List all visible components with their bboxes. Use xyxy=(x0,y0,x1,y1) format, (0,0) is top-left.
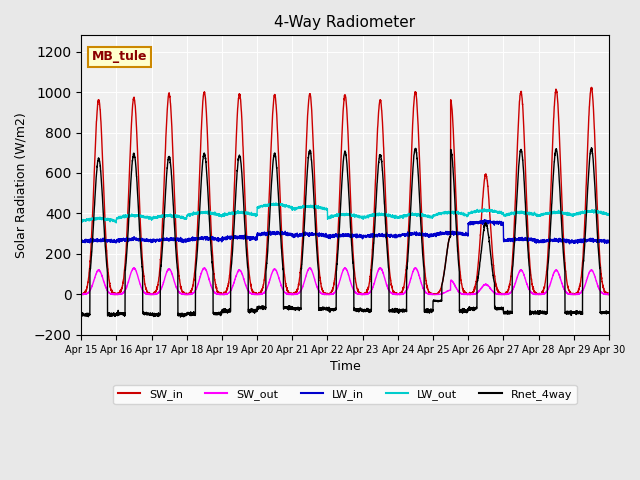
SW_out xyxy=(463,291,471,297)
SW_in xyxy=(493,286,501,292)
SW_out xyxy=(325,291,333,297)
Text: MB_tule: MB_tule xyxy=(92,50,147,63)
LW_in xyxy=(77,239,85,244)
SW_in xyxy=(78,291,86,297)
SW_in xyxy=(434,290,442,296)
SW_in xyxy=(605,291,612,297)
Line: LW_out: LW_out xyxy=(81,203,609,223)
LW_in xyxy=(605,240,612,245)
Line: LW_in: LW_in xyxy=(81,220,609,244)
Rnet_4way xyxy=(77,312,85,317)
LW_out xyxy=(434,211,442,217)
LW_out xyxy=(172,213,180,219)
LW_in xyxy=(481,217,488,223)
LW_out xyxy=(605,211,612,216)
SW_in xyxy=(325,291,333,297)
Line: Rnet_4way: Rnet_4way xyxy=(81,148,609,317)
LW_in xyxy=(493,221,501,227)
Rnet_4way xyxy=(605,309,612,315)
LW_out xyxy=(463,213,471,219)
Rnet_4way xyxy=(325,309,333,314)
SW_out xyxy=(434,291,442,297)
LW_in xyxy=(463,231,471,237)
LW_out xyxy=(605,213,612,218)
SW_in xyxy=(605,291,612,297)
SW_out xyxy=(493,291,501,297)
Y-axis label: Solar Radiation (W/m2): Solar Radiation (W/m2) xyxy=(15,112,28,258)
SW_out xyxy=(172,284,180,290)
LW_in xyxy=(434,231,442,237)
SW_in xyxy=(77,291,85,297)
LW_out xyxy=(272,200,280,206)
Rnet_4way xyxy=(177,314,184,320)
X-axis label: Time: Time xyxy=(330,360,360,373)
Rnet_4way xyxy=(463,308,471,314)
Rnet_4way xyxy=(434,298,442,304)
LW_in xyxy=(605,238,612,243)
SW_out xyxy=(605,291,612,297)
LW_out xyxy=(493,210,501,216)
Rnet_4way xyxy=(493,305,501,311)
Rnet_4way xyxy=(588,145,595,151)
SW_out xyxy=(341,265,349,271)
Line: SW_out: SW_out xyxy=(81,268,609,294)
Rnet_4way xyxy=(605,309,612,315)
SW_in xyxy=(172,230,180,236)
SW_out xyxy=(605,291,612,297)
Rnet_4way xyxy=(172,247,180,253)
Legend: SW_in, SW_out, LW_in, LW_out, Rnet_4way: SW_in, SW_out, LW_in, LW_out, Rnet_4way xyxy=(113,384,577,404)
LW_out xyxy=(113,220,120,226)
SW_out xyxy=(77,291,85,297)
LW_out xyxy=(77,219,85,225)
SW_out xyxy=(77,291,85,297)
LW_out xyxy=(326,213,333,219)
LW_in xyxy=(172,237,180,243)
LW_in xyxy=(325,234,333,240)
SW_in xyxy=(588,84,595,90)
SW_in xyxy=(463,291,471,297)
Title: 4-Way Radiometer: 4-Way Radiometer xyxy=(275,15,415,30)
LW_in xyxy=(566,241,573,247)
Line: SW_in: SW_in xyxy=(81,87,609,294)
